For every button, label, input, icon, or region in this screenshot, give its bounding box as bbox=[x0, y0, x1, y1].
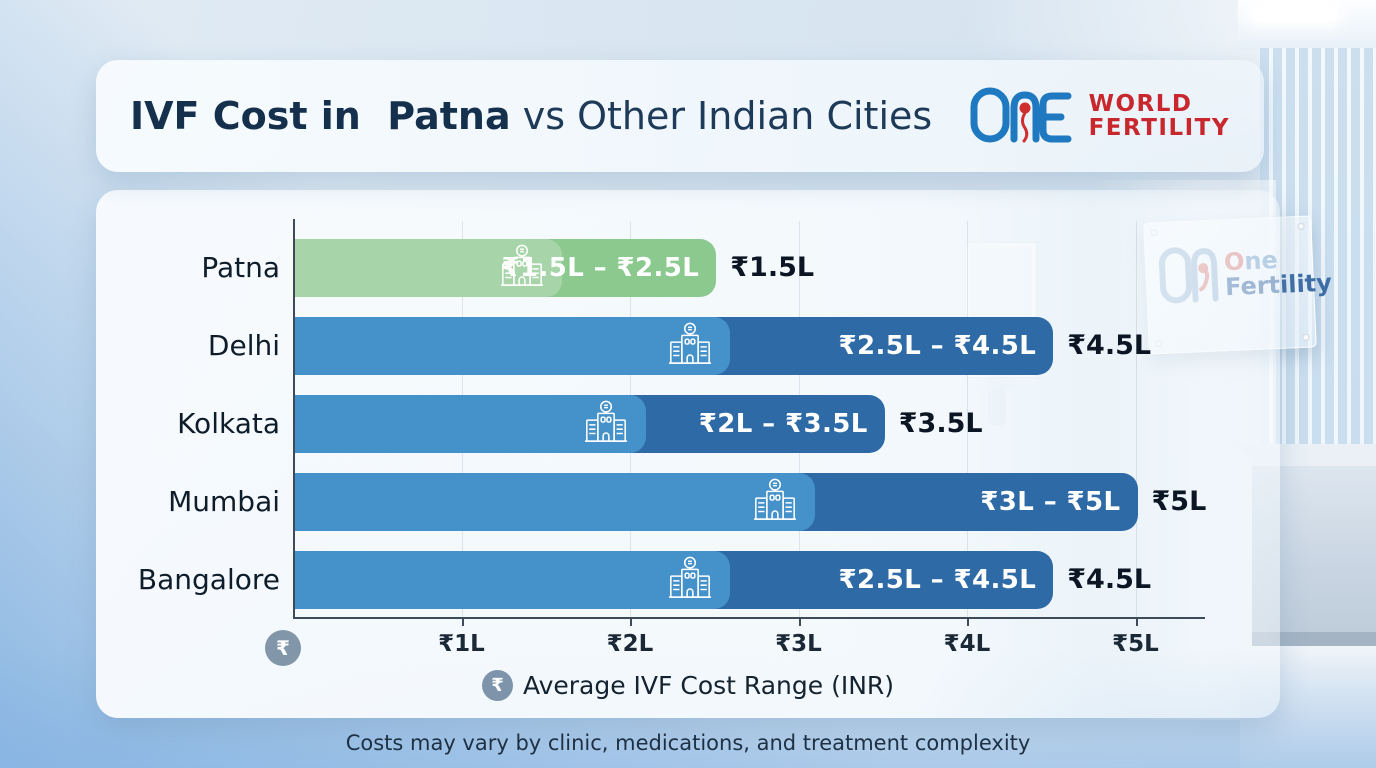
bar-value-label: ₹5L bbox=[1151, 486, 1207, 517]
page-title: IVF Cost in Patna vs Other Indian Cities bbox=[130, 94, 932, 138]
rupee-origin-badge-icon: ₹ bbox=[265, 630, 301, 666]
bar-delhi: ₹2.5L – ₹4.5L bbox=[295, 317, 1054, 375]
x-tick-label: ₹2L bbox=[606, 631, 654, 657]
logo-word-fertility: FERTILITY bbox=[1088, 115, 1230, 141]
title-rest: vs Other Indian Cities bbox=[510, 94, 933, 138]
bar-bangalore: ₹2.5L – ₹4.5L bbox=[295, 551, 1054, 609]
hospital-icon bbox=[666, 321, 714, 371]
tick-mark bbox=[630, 619, 632, 626]
screw-icon bbox=[1302, 333, 1310, 341]
logo-word-world: WORLD bbox=[1088, 90, 1193, 117]
row-label-mumbai: Mumbai bbox=[168, 485, 280, 518]
one-world-fertility-mark-icon bbox=[969, 83, 1085, 149]
hospital-icon bbox=[498, 243, 546, 293]
rupee-caption-badge-icon: ₹ bbox=[481, 670, 513, 701]
chart-card: ₹1L ₹2L ₹3L ₹4L ₹5L Patna ₹1.5L – ₹2.5L ₹1.5L D… bbox=[96, 190, 1280, 718]
x-tick-label: ₹1L bbox=[438, 631, 485, 657]
hospital-icon bbox=[582, 399, 630, 449]
hospital-icon bbox=[666, 555, 714, 605]
gridline bbox=[1135, 221, 1137, 617]
x-axis-line bbox=[293, 617, 1205, 619]
bar-range-label: ₹2.5L – ₹4.5L bbox=[838, 565, 1037, 595]
bar-value-label: ₹4.5L bbox=[1067, 564, 1152, 595]
x-tick-label: ₹3L bbox=[775, 631, 822, 657]
bar-range-label: ₹3L – ₹5L bbox=[980, 487, 1121, 517]
x-axis-caption: ₹ Average IVF Cost Range (INR) bbox=[96, 670, 1280, 701]
y-axis-line bbox=[293, 219, 295, 619]
bar-low-segment bbox=[295, 317, 731, 375]
x-tick-label: ₹5L bbox=[1112, 631, 1159, 657]
bar-low-segment bbox=[295, 551, 731, 609]
header-card: IVF Cost in Patna vs Other Indian Cities… bbox=[96, 60, 1264, 172]
x-axis-caption-text: Average IVF Cost Range (INR) bbox=[522, 671, 895, 700]
bar-low-segment bbox=[295, 473, 815, 531]
bar-value-label: ₹3.5L bbox=[898, 408, 983, 439]
bar-value-label: ₹1.5L bbox=[730, 252, 815, 283]
bar-kolkata: ₹2L – ₹3.5L bbox=[295, 395, 885, 453]
hospital-icon bbox=[751, 477, 799, 527]
bar-value-label: ₹4.5L bbox=[1067, 330, 1152, 361]
title-emphasis: IVF Cost in Patna bbox=[130, 94, 511, 138]
disclaimer-note: Costs may vary by clinic, medications, a… bbox=[345, 731, 1031, 755]
x-tick-label: ₹4L bbox=[943, 631, 991, 657]
tick-mark bbox=[967, 619, 969, 626]
bar-mumbai: ₹3L – ₹5L bbox=[295, 473, 1138, 531]
tick-mark bbox=[1135, 619, 1138, 626]
tick-mark bbox=[461, 619, 464, 626]
logo-wordmark: WORLD FERTILITY bbox=[1089, 92, 1230, 140]
bar-range-label: ₹2.5L – ₹4.5L bbox=[838, 331, 1037, 361]
reception-desk-base bbox=[1252, 632, 1376, 646]
bar-range-label: ₹1.5L – ₹2.5L bbox=[501, 253, 700, 283]
tick-mark bbox=[798, 619, 801, 626]
row-label-patna: Patna bbox=[201, 251, 280, 284]
row-label-bangalore: Bangalore bbox=[137, 563, 280, 596]
screw-icon bbox=[1297, 222, 1305, 230]
one-world-fertility-logo: WORLD FERTILITY bbox=[969, 83, 1230, 149]
bar-range-label: ₹2L – ₹3.5L bbox=[698, 409, 868, 439]
row-label-delhi: Delhi bbox=[207, 329, 280, 362]
bar-patna: ₹1.5L – ₹2.5L bbox=[295, 239, 717, 297]
ceiling-light bbox=[1252, 6, 1338, 22]
gridline bbox=[967, 221, 968, 617]
row-label-kolkata: Kolkata bbox=[177, 407, 280, 440]
